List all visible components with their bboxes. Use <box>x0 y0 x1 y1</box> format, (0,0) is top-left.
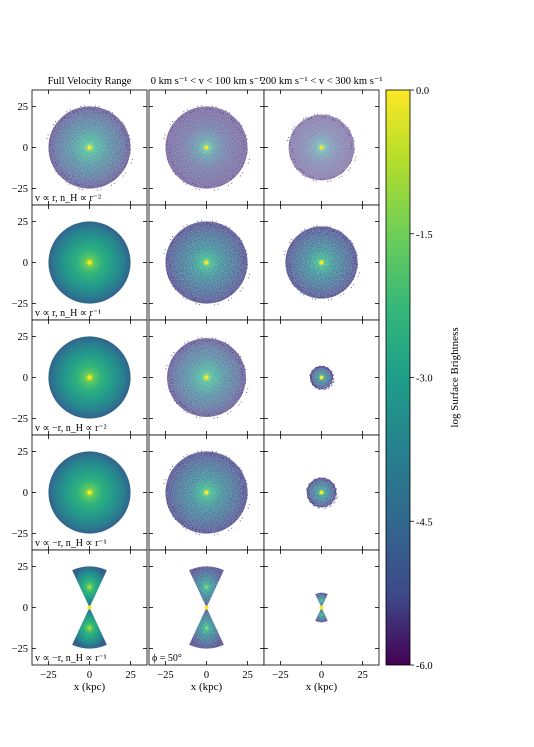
center-peak <box>319 375 324 380</box>
colorbar-tick-label: -4.5 <box>416 517 433 528</box>
panel-r5-c1: −25 0 25 −25 0 25 v ∝ −r, n_H ∝ r⁻¹ <box>12 549 148 681</box>
y-tick-label: 25 <box>18 562 29 573</box>
x-tick-label: 25 <box>125 670 136 681</box>
row-label-3: v ∝ −r, n_H ∝ r⁻² <box>35 423 107 434</box>
x-tick-label: 0 <box>204 670 209 681</box>
colorbar-scale <box>385 89 411 666</box>
x-tick-label: −25 <box>272 670 288 681</box>
bicone-emission <box>315 592 328 623</box>
panel-r3-c3 <box>263 319 380 436</box>
center-peak <box>87 605 92 610</box>
panel-r2-c1: −25 0 25 v ∝ r, n_H ∝ r⁻¹ <box>12 204 148 321</box>
row-label-1: v ∝ r, n_H ∝ r⁻² <box>35 193 101 204</box>
y-tick-label: −25 <box>12 299 28 310</box>
y-tick-label: 0 <box>23 603 28 614</box>
y-tick-label: 25 <box>18 447 29 458</box>
center-peak <box>319 490 324 495</box>
center-peak <box>319 145 324 150</box>
row-label-4: v ∝ −r, n_H ∝ r⁻¹ <box>35 538 107 549</box>
panel-r4-c2 <box>148 434 265 551</box>
x-tick-label: −25 <box>157 670 173 681</box>
disk-emission <box>48 221 131 304</box>
center-peak <box>204 605 209 610</box>
panel-r4-c3 <box>263 434 380 551</box>
disk-emission <box>163 220 250 306</box>
panel-r5-c2: −25 0 25 ϕ = 50° <box>148 549 265 681</box>
center-peak <box>87 375 92 380</box>
column-title-1: Full Velocity Range <box>48 76 132 87</box>
panel-r1-c2 <box>148 89 265 206</box>
y-tick-label: −25 <box>12 184 28 195</box>
disk-emission <box>48 336 131 419</box>
center-peak <box>204 260 209 265</box>
center-peak <box>204 490 209 495</box>
disk-emission <box>48 451 131 534</box>
disk-emission <box>306 477 338 509</box>
panel-r3-c1: −25 0 25 v ∝ −r, n_H ∝ r⁻² <box>12 319 148 436</box>
panel-r2-c3 <box>263 204 380 321</box>
disk-emission <box>287 113 357 183</box>
disk-emission <box>283 225 360 301</box>
bicone-emission <box>72 566 107 649</box>
panel-r5-c3: −25 0 25 <box>263 549 380 681</box>
disk-emission <box>163 450 250 536</box>
y-tick-label: 0 <box>23 143 28 154</box>
y-tick-label: −25 <box>12 644 28 655</box>
y-tick-label: 25 <box>18 102 29 113</box>
panel-r4-c1: −25 0 25 v ∝ −r, n_H ∝ r⁻¹ <box>12 434 148 551</box>
y-tick-label: −25 <box>12 529 28 540</box>
disk-emission <box>165 336 249 419</box>
panel-r2-c2 <box>148 204 265 321</box>
center-peak <box>87 145 92 150</box>
center-peak <box>87 260 92 265</box>
y-tick-label: 0 <box>23 373 28 384</box>
y-tick-label: 25 <box>18 332 29 343</box>
center-peak <box>87 490 92 495</box>
colorbar-tick-label: 0.0 <box>416 86 429 97</box>
panel-r3-c2 <box>148 319 265 436</box>
center-peak <box>319 605 324 610</box>
row-label-5: v ∝ −r, n_H ∝ r⁻¹ <box>35 653 107 664</box>
column-title-2: 0 km s⁻¹ < v < 100 km s⁻¹ <box>151 76 262 87</box>
x-axis-label: x (kpc) <box>191 681 223 693</box>
colorbar-tick-label: -1.5 <box>416 230 433 241</box>
column-title-3: 200 km s⁻¹ < v < 300 km s⁻¹ <box>261 76 383 87</box>
y-tick-label: 0 <box>23 488 28 499</box>
opening-angle-annotation: ϕ = 50° <box>152 653 182 664</box>
x-axis-label: x (kpc) <box>74 681 106 693</box>
y-tick-label: −25 <box>12 414 28 425</box>
y-tick-label: 25 <box>18 217 29 228</box>
disk-emission <box>309 365 335 391</box>
center-peak <box>319 260 324 265</box>
disk-emission <box>46 105 133 191</box>
bicone-emission <box>189 566 224 649</box>
colorbar-label: log Surface Brightness <box>449 327 461 427</box>
x-tick-label: 0 <box>319 670 324 681</box>
x-tick-label: −25 <box>40 670 56 681</box>
center-peak <box>204 145 209 150</box>
colorbar-tick-label: -3.0 <box>416 374 433 385</box>
x-tick-label: 25 <box>357 670 368 681</box>
colorbar-tick-label: -6.0 <box>416 661 433 672</box>
row-label-2: v ∝ r, n_H ∝ r⁻¹ <box>35 308 101 319</box>
x-axis-label: x (kpc) <box>306 681 338 693</box>
panel-r1-c1: −25 0 25 v ∝ r, n_H ∝ r⁻² <box>12 89 148 206</box>
panel-r1-c3 <box>263 89 380 206</box>
y-tick-label: 0 <box>23 258 28 269</box>
disk-emission <box>163 105 250 191</box>
center-peak <box>204 375 209 380</box>
x-tick-label: 0 <box>87 670 92 681</box>
x-tick-label: 25 <box>242 670 253 681</box>
